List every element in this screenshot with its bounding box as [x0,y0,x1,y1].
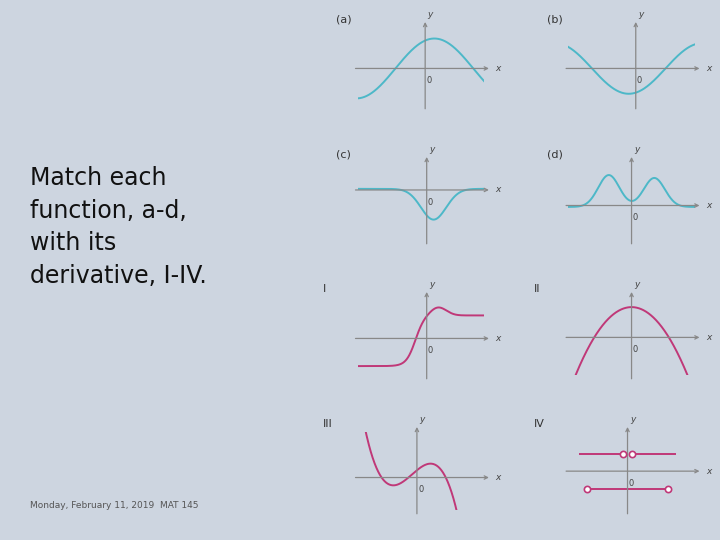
Text: 0: 0 [428,346,433,355]
Text: y: y [429,280,434,289]
Text: x: x [706,467,711,476]
Text: I: I [323,284,326,294]
Text: 0: 0 [426,76,431,85]
Text: x: x [495,64,501,73]
Text: y: y [419,415,425,424]
Text: y: y [630,415,635,424]
Text: II: II [534,284,540,294]
Text: x: x [495,185,501,194]
Text: (a): (a) [336,14,352,24]
Text: y: y [429,145,434,154]
Text: IV: IV [534,419,545,429]
Text: Monday, February 11, 2019  MAT 145: Monday, February 11, 2019 MAT 145 [30,501,199,510]
Text: 0: 0 [428,198,433,207]
Text: 0: 0 [637,76,642,85]
Text: 0: 0 [633,345,638,354]
Text: 0: 0 [629,479,634,488]
Text: (c): (c) [336,149,351,159]
Text: x: x [706,333,711,342]
Text: x: x [495,334,501,343]
Text: (b): (b) [546,14,562,24]
Text: y: y [638,10,644,19]
Text: y: y [634,280,639,289]
Text: x: x [706,64,711,73]
Text: (d): (d) [546,149,562,159]
Text: 0: 0 [633,213,638,222]
Text: x: x [706,201,711,210]
Text: III: III [323,419,333,429]
Text: 0: 0 [418,485,423,494]
Text: y: y [428,10,433,19]
Text: Match each
function, a-d,
with its
derivative, I-IV.: Match each function, a-d, with its deriv… [30,166,207,288]
Text: x: x [495,473,501,482]
Text: y: y [634,145,639,154]
